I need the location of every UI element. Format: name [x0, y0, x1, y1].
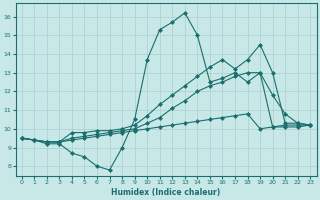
X-axis label: Humidex (Indice chaleur): Humidex (Indice chaleur) [111, 188, 221, 197]
